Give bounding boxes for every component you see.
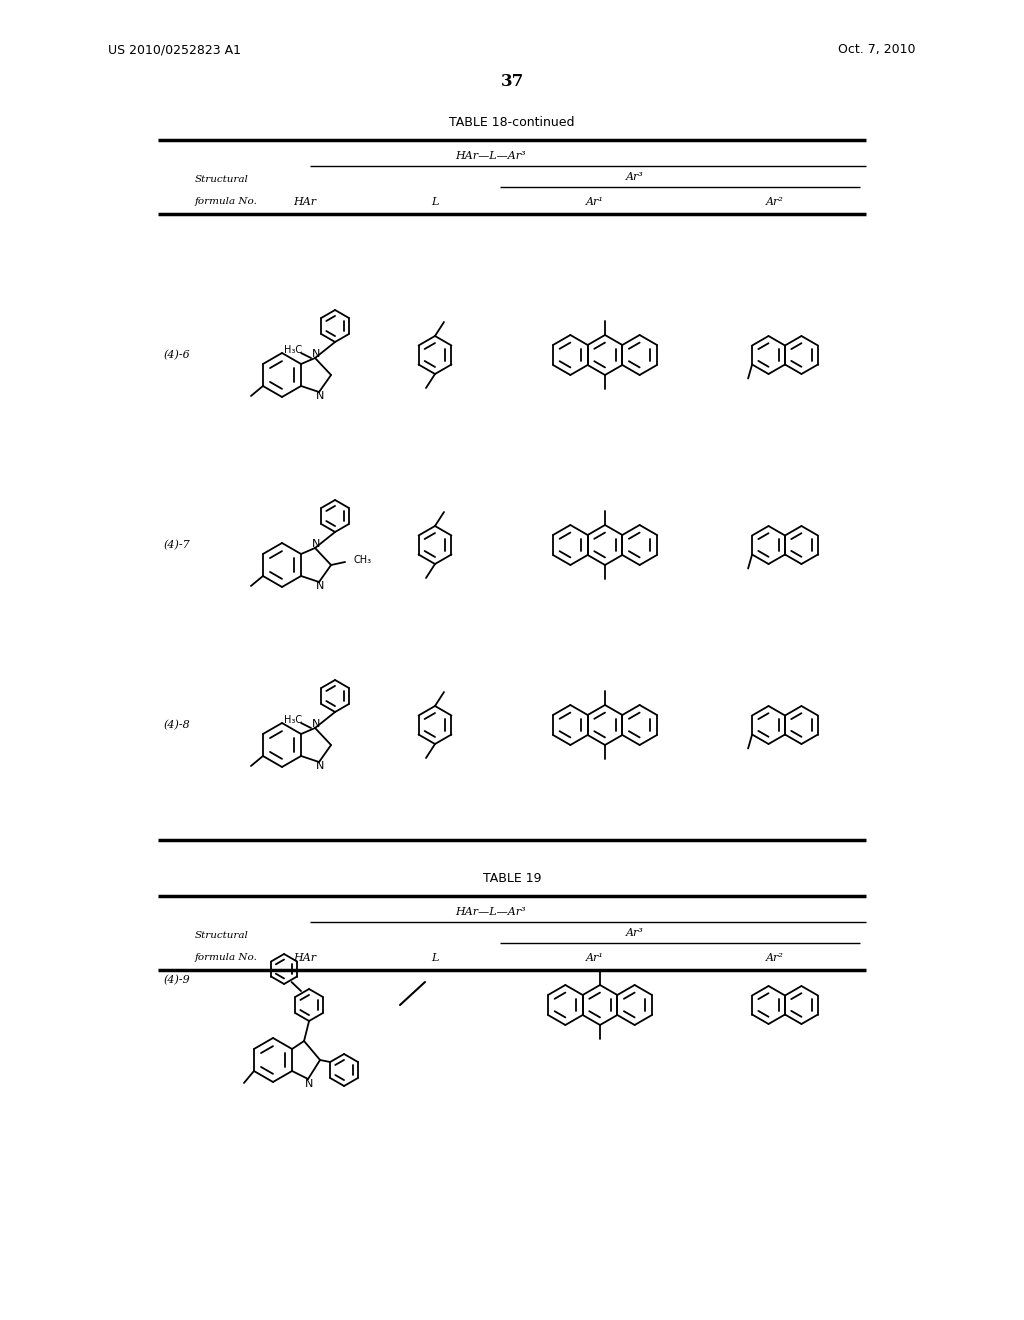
Text: (4)-7: (4)-7 <box>164 540 190 550</box>
Text: US 2010/0252823 A1: US 2010/0252823 A1 <box>108 44 241 57</box>
Text: (4)-8: (4)-8 <box>164 719 190 730</box>
Text: formula No.: formula No. <box>195 953 258 962</box>
Text: L: L <box>431 953 438 964</box>
Text: Ar³: Ar³ <box>626 928 644 939</box>
Text: formula No.: formula No. <box>195 198 258 206</box>
Text: N: N <box>315 762 325 771</box>
Text: HAr—L—Ar³: HAr—L—Ar³ <box>455 150 525 161</box>
Text: N: N <box>315 391 325 401</box>
Text: H₃C: H₃C <box>284 715 302 725</box>
Text: (4)-6: (4)-6 <box>164 350 190 360</box>
Text: 37: 37 <box>501 74 523 91</box>
Text: HAr—L—Ar³: HAr—L—Ar³ <box>455 907 525 917</box>
Text: CH₃: CH₃ <box>353 554 371 565</box>
Text: Ar¹: Ar¹ <box>586 953 604 964</box>
Text: N: N <box>312 539 321 549</box>
Text: H₃C: H₃C <box>284 345 302 355</box>
Text: TABLE 18-continued: TABLE 18-continued <box>450 116 574 128</box>
Text: Ar¹: Ar¹ <box>586 197 604 207</box>
Text: HAr: HAr <box>294 197 316 207</box>
Text: Structural: Structural <box>195 932 249 940</box>
Text: Ar²: Ar² <box>766 953 784 964</box>
Text: N: N <box>305 1078 313 1089</box>
Text: HAr: HAr <box>294 953 316 964</box>
Text: Ar³: Ar³ <box>626 172 644 182</box>
Text: N: N <box>315 581 325 591</box>
Text: Oct. 7, 2010: Oct. 7, 2010 <box>839 44 916 57</box>
Text: TABLE 19: TABLE 19 <box>482 871 542 884</box>
Text: (4)-9: (4)-9 <box>164 975 190 985</box>
Text: N: N <box>312 348 321 359</box>
Text: N: N <box>312 719 321 729</box>
Text: L: L <box>431 197 438 207</box>
Text: Ar²: Ar² <box>766 197 784 207</box>
Text: Structural: Structural <box>195 176 249 185</box>
